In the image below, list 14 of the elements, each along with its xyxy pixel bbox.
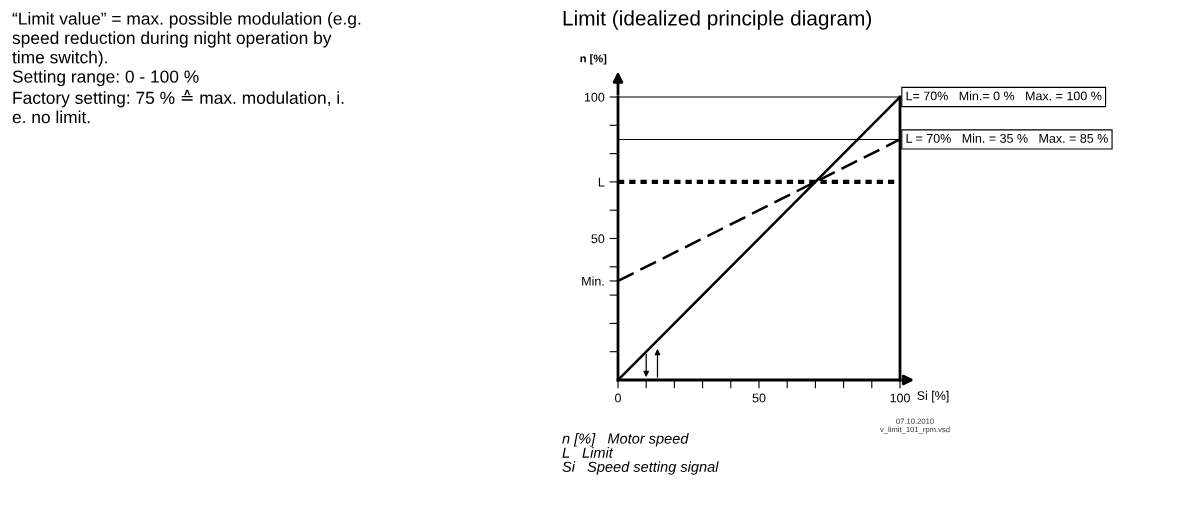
chart-title: Limit (idealized principle diagram) bbox=[563, 10, 872, 30]
x-tick-label: 50 bbox=[752, 393, 766, 403]
y-tick-label: Min. bbox=[582, 276, 604, 286]
y-axis-title: n [%] bbox=[580, 54, 607, 65]
text: n [%] Motor speed L Limit Si Speed setting signal bbox=[562, 433, 719, 475]
ref-line-label: L= 70% Min.= 0 % Max. = 100 % bbox=[906, 91, 1102, 101]
text: “Limit value” = max. possible modulation (e.g. speed reduction during night operation by time switch). Setting range: 0 - 100 % Factory setting: 75 % ≙ max. modulation, i. e. no limit. bbox=[12, 12, 361, 124]
x-tick-label: 0 bbox=[615, 393, 621, 403]
y-tick-label: L bbox=[598, 177, 605, 187]
x-axis-title: Si [%] bbox=[917, 390, 949, 403]
y-tick-label: 100 bbox=[584, 92, 605, 102]
x-tick-label: 100 bbox=[890, 393, 910, 403]
y-tick-label: 50 bbox=[591, 234, 605, 244]
ref-line-label: L = 70% Min. = 35 % Max. = 85 % bbox=[906, 133, 1108, 143]
